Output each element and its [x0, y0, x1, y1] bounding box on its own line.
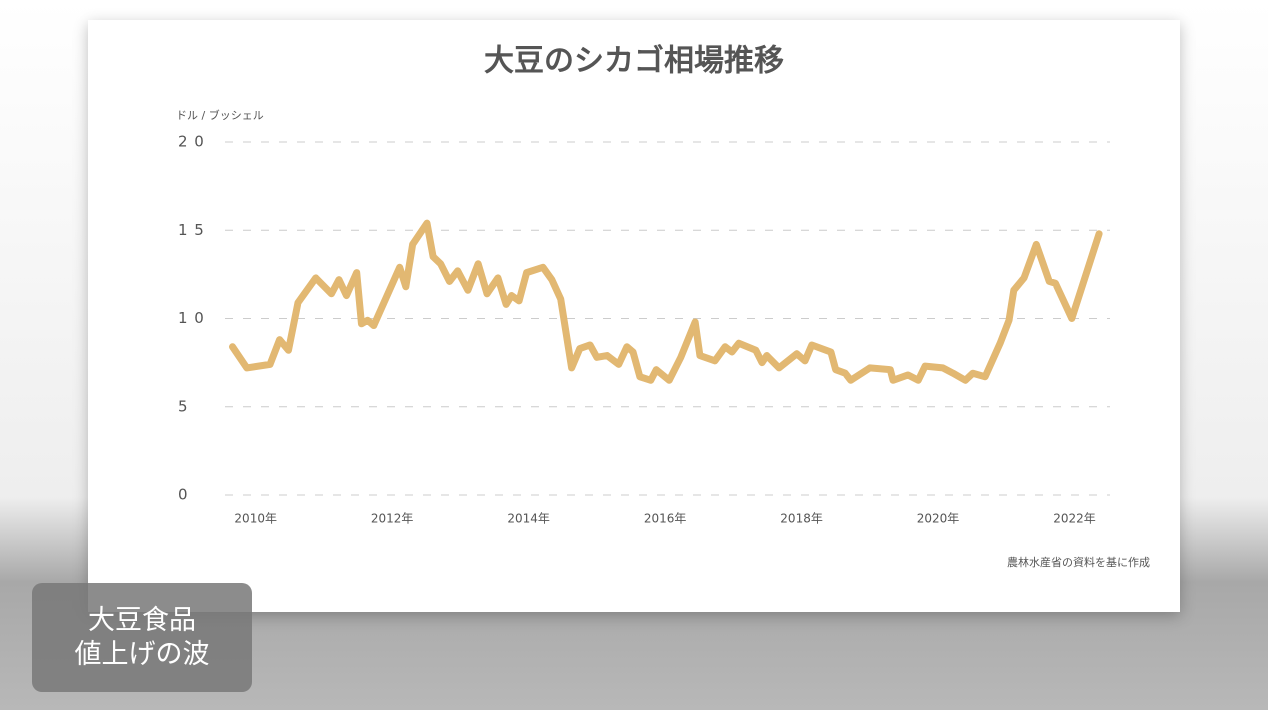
y-tick-label: 1 0: [178, 309, 205, 327]
x-tick-label: 2010年: [234, 512, 277, 526]
y-tick-label: 2 0: [178, 133, 205, 151]
data-line: [229, 219, 1103, 384]
y-tick-label: 1 5: [178, 221, 205, 239]
y-axis-label: ドル / ブッシェル: [176, 108, 264, 122]
y-tick-label: 5: [178, 397, 189, 415]
chart-title: 大豆のシカゴ相場推移: [484, 44, 784, 79]
caption-line: 大豆食品: [88, 604, 196, 636]
chart-card: [88, 20, 1180, 612]
x-tick-label: 2012年: [371, 512, 414, 526]
x-tick-label: 2018年: [780, 512, 823, 526]
x-tick-label: 2020年: [917, 512, 960, 526]
x-tick-label: 2016年: [644, 512, 687, 526]
x-tick-label: 2022年: [1053, 512, 1096, 526]
x-tick-label: 2014年: [507, 512, 550, 526]
y-tick-label: 0: [178, 486, 189, 504]
caption: 大豆食品 値上げの波: [32, 583, 252, 692]
source-note: 農林水産省の資料を基に作成: [1007, 555, 1150, 569]
caption-line: 値上げの波: [74, 638, 210, 670]
